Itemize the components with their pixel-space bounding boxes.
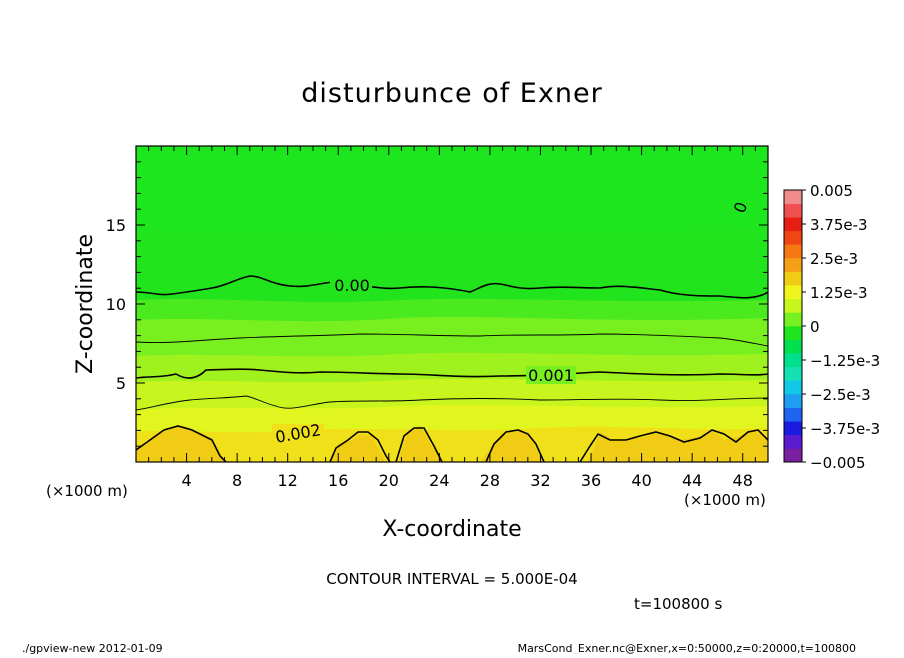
colorbar-label: 0 (810, 318, 820, 336)
colorbar-swatch (784, 366, 802, 381)
footer-left: ./gpview-new 2012-01-09 (22, 642, 163, 654)
contour-0-001 (136, 368, 768, 379)
colorbar-label: −0.005 (810, 454, 866, 472)
x-unit-left: (×1000 m) (46, 482, 128, 500)
plot-area (136, 146, 768, 462)
x-tick-label: 36 (581, 471, 601, 490)
x-tick-label: 48 (733, 471, 753, 490)
colorbar-swatch (784, 421, 802, 436)
x-tick-label: 24 (429, 471, 449, 490)
time-label: t=100800 s (634, 595, 722, 613)
colorbar-swatch (784, 230, 802, 245)
color-band-high (136, 146, 768, 234)
colorbar-swatch (784, 244, 802, 259)
colorbar-label: 2.5e-3 (810, 250, 858, 268)
x-axis: 4 8 12 16 20 24 28 32 36 40 44 48 (135, 146, 769, 490)
x-tick-label: 16 (328, 471, 348, 490)
contour-interval: CONTOUR INTERVAL = 5.000E-04 (326, 570, 577, 588)
colorbar-label: 1.25e-3 (810, 284, 868, 302)
colorbar-swatch (784, 407, 802, 422)
colorbar-swatch (784, 190, 802, 204)
contour-0-0015 (136, 395, 768, 411)
chart-title: disturbunce of Exner (301, 78, 602, 109)
colorbar: 0.005 3.75e-3 2.5e-3 1.25e-3 0 −1.25e-3 −2.5e-… (783, 182, 880, 472)
y-tick-label: 10 (106, 295, 126, 314)
colorbar-label: −3.75e-3 (810, 420, 880, 438)
colorbar-swatch (784, 434, 802, 449)
footer-right: MarsCond_Exner.nc@Exner,x=0:50000,z=0:20… (518, 642, 856, 654)
x-tick-label: 28 (480, 471, 500, 490)
x-tick-label: 40 (631, 471, 651, 490)
x-tick-label: 44 (682, 471, 702, 490)
x-tick-label: 12 (278, 471, 298, 490)
y-tick-label: 15 (106, 216, 126, 235)
colorbar-swatch (784, 448, 802, 463)
contour-lines (136, 275, 768, 462)
x-tick-label: 8 (232, 471, 242, 490)
contour-0-0005 (136, 333, 768, 347)
colorbar-label: −2.5e-3 (810, 386, 871, 404)
x-tick-label: 4 (181, 471, 191, 490)
colorbar-swatch (784, 353, 802, 368)
colorbar-swatch (784, 326, 802, 340)
y-axis: 5 10 15 (106, 145, 768, 463)
colorbar-swatch (784, 285, 802, 300)
colorbar-swatch (784, 271, 802, 286)
colorbar-swatch (784, 298, 802, 313)
colorbar-swatch (784, 258, 802, 272)
colorbar-swatch (784, 394, 802, 408)
contour-0-00 (136, 275, 768, 299)
y-tick-label: 5 (116, 374, 126, 393)
x-unit-right: (×1000 m) (684, 491, 766, 509)
contour-0-002 (136, 425, 768, 462)
colorbar-swatch (784, 339, 802, 354)
colorbar-label: 0.005 (810, 182, 853, 200)
colorbar-swatch (784, 203, 802, 218)
colorbar-label: 3.75e-3 (810, 216, 868, 234)
x-tick-label: 20 (379, 471, 399, 490)
colorbar-swatch (784, 312, 802, 327)
x-tick-label: 32 (530, 471, 550, 490)
colorbar-swatch (784, 380, 802, 395)
y-axis-label: Z-coordinate (73, 234, 98, 374)
contour-label-0-001: 0.001 (528, 366, 574, 385)
color-band-bottom (136, 426, 768, 462)
colorbar-swatch (784, 217, 802, 232)
x-axis-label: X-coordinate (382, 517, 521, 542)
contour-label-0-00: 0.00 (334, 276, 370, 295)
colorbar-label: −1.25e-3 (810, 352, 880, 370)
